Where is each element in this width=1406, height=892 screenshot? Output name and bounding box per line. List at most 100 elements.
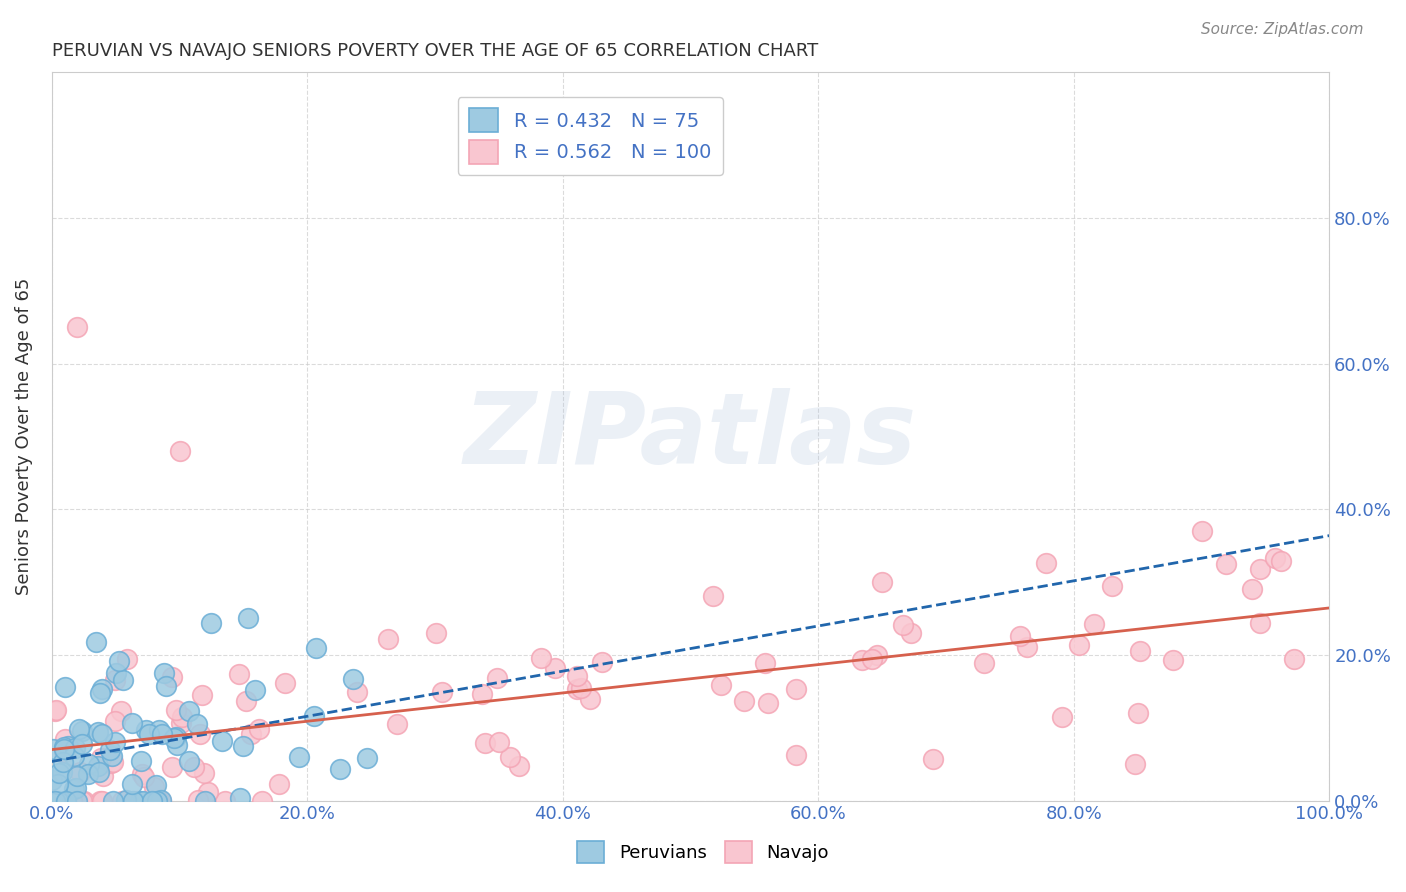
Point (108, 654, 131, 668)
Point (42, 742, 65, 756)
Point (44, 794, 66, 808)
Point (1249, 615, 1271, 630)
Point (243, 682, 266, 697)
Point (104, 735, 127, 749)
Point (77, 757, 100, 772)
Point (579, 691, 602, 706)
Point (46, 794, 69, 808)
Point (129, 794, 152, 808)
Text: PERUVIAN VS NAVAJO SENIORS POVERTY OVER THE AGE OF 65 CORRELATION CHART: PERUVIAN VS NAVAJO SENIORS POVERTY OVER … (52, 42, 818, 60)
Point (77, 767, 100, 781)
Point (60, 794, 83, 808)
Point (89, 686, 111, 700)
Point (186, 717, 208, 731)
Point (973, 657, 995, 671)
Point (1215, 557, 1237, 571)
Point (249, 722, 271, 736)
Point (544, 661, 567, 675)
Point (145, 778, 167, 792)
Point (114, 793, 136, 807)
Point (104, 665, 127, 680)
Point (1083, 617, 1105, 632)
Point (1129, 644, 1152, 658)
Point (1017, 640, 1039, 655)
Point (46, 776, 69, 790)
Point (135, 723, 157, 738)
Legend: R = 0.432   N = 75, R = 0.562   N = 100: R = 0.432 N = 75, R = 0.562 N = 100 (457, 96, 723, 175)
Point (101, 794, 124, 808)
Point (104, 673, 127, 687)
Point (117, 652, 139, 666)
Point (150, 727, 173, 741)
Point (1050, 709, 1073, 723)
Point (356, 751, 378, 765)
Point (55, 794, 77, 808)
Point (329, 762, 352, 776)
Point (166, 703, 188, 717)
Point (785, 748, 807, 763)
Point (183, 760, 205, 774)
Point (1282, 652, 1305, 666)
Point (148, 794, 170, 808)
Point (165, 730, 187, 744)
Point (101, 749, 124, 764)
Point (65, 781, 87, 796)
Point (1035, 556, 1057, 570)
Point (90, 682, 112, 697)
Point (115, 794, 138, 808)
Point (922, 752, 945, 766)
Point (53, 731, 76, 746)
Point (1067, 639, 1090, 653)
Point (66, 769, 89, 783)
Point (565, 669, 588, 683)
Point (44, 704, 66, 718)
Point (163, 731, 186, 745)
Point (86, 758, 108, 772)
Point (48, 765, 70, 780)
Point (488, 735, 510, 749)
Point (425, 626, 447, 640)
Point (146, 794, 169, 808)
Point (91, 769, 114, 783)
Point (138, 726, 160, 740)
Point (51, 764, 73, 779)
Point (153, 665, 176, 680)
Point (1123, 756, 1146, 771)
Point (53, 745, 76, 759)
Text: Source: ZipAtlas.com: Source: ZipAtlas.com (1201, 22, 1364, 37)
Point (1240, 582, 1263, 597)
Point (1249, 562, 1271, 576)
Legend: Peruvians, Navajo: Peruvians, Navajo (567, 830, 839, 874)
Point (166, 738, 188, 752)
Point (346, 685, 368, 699)
Point (567, 681, 589, 696)
Point (1270, 553, 1292, 567)
Point (55, 794, 77, 808)
Point (132, 770, 155, 784)
Point (891, 618, 914, 632)
Point (70, 737, 93, 751)
Point (67, 722, 90, 736)
Point (851, 653, 873, 667)
Point (53, 742, 76, 756)
Point (100, 756, 122, 770)
Point (52, 739, 75, 754)
Point (150, 794, 173, 808)
Point (710, 678, 733, 692)
Point (1008, 629, 1031, 643)
Point (430, 685, 453, 699)
Point (1191, 524, 1213, 539)
Point (250, 794, 273, 808)
Point (870, 574, 893, 589)
Point (302, 709, 325, 723)
Point (104, 714, 127, 728)
Point (70, 724, 93, 739)
Point (866, 648, 889, 663)
Point (756, 696, 779, 710)
Point (733, 694, 755, 708)
Point (267, 777, 290, 791)
Point (53, 680, 76, 694)
Point (73, 794, 96, 808)
Point (125, 794, 148, 808)
Point (122, 794, 145, 808)
